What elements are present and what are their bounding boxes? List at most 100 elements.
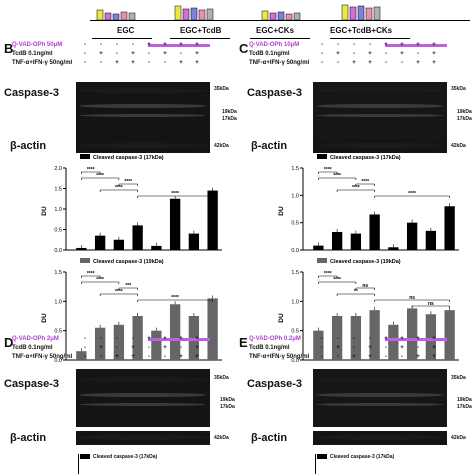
y-tick-label: 0.0 xyxy=(291,358,299,364)
legend-label: Cleaved caspase-3 (19kDa) xyxy=(330,259,401,265)
pm-inhibitor-d-0: - xyxy=(84,336,86,342)
y-tick-label: 0.5 xyxy=(291,221,299,227)
pm-tcdb-e-7: + xyxy=(432,345,436,351)
bar xyxy=(350,233,362,250)
legend-label: Cleaved caspase-3 (17kDa) xyxy=(330,155,401,161)
pm-tcdb-d-1: + xyxy=(99,345,103,351)
pm-tcdb-d-5: + xyxy=(163,345,167,351)
chart-axis-stub-e xyxy=(315,454,316,474)
y-axis-label: DU xyxy=(278,313,285,323)
y-axis-label: DU xyxy=(41,313,48,323)
actin-blot-e xyxy=(313,431,447,445)
bar xyxy=(94,235,106,250)
sig-label: **** xyxy=(115,185,123,191)
group-label-egc-tcdb-cks: EGC+TcdB+CKs xyxy=(330,26,393,35)
sig-label: **** xyxy=(171,295,179,301)
pm-inhibitor-b-0: - xyxy=(84,42,86,48)
pm-cks-e-0: - xyxy=(321,354,323,360)
group-divider-4 xyxy=(330,38,410,39)
pm-tcdb-b-1: + xyxy=(99,51,103,57)
tcdb-label-d: TcdB 0.1ng/ml xyxy=(12,345,53,351)
pm-rows-e: - - - - + + + + - + - + - + - + - - + + - - + + xyxy=(317,336,457,365)
pm-cks-b-2: + xyxy=(115,60,119,66)
pm-inhibitor-c-3: - xyxy=(369,42,371,48)
legend-swatch-d xyxy=(80,454,90,460)
bar xyxy=(207,190,218,250)
inhibitor-bar-c xyxy=(385,44,447,47)
sig-label: **** xyxy=(87,167,95,173)
sig-label: **** xyxy=(333,173,341,179)
bar xyxy=(425,230,437,250)
legend-swatch-e xyxy=(317,454,327,460)
group-divider-1 xyxy=(92,38,152,39)
pm-tcdb-b-2: - xyxy=(116,51,118,57)
pm-inhibitor-b-6: + xyxy=(179,42,183,48)
pm-cks-c-1: - xyxy=(337,60,339,66)
pm-tcdb-c-1: + xyxy=(336,51,340,57)
bar xyxy=(132,316,143,360)
panel-letter-b: B xyxy=(4,41,14,56)
pm-tcdb-d-6: - xyxy=(180,345,182,351)
bar xyxy=(331,231,343,250)
pm-inhibitor-c-1: - xyxy=(337,42,339,48)
pm-tcdb-e-3: + xyxy=(368,345,372,351)
bar xyxy=(388,247,399,250)
pm-cks-d-1: - xyxy=(100,354,102,360)
bar xyxy=(76,351,87,360)
pm-cks-b-0: - xyxy=(84,60,86,66)
top-strip: EGC EGC+TcdB EGC+CKs EGC+TcdB+CKs xyxy=(0,0,474,48)
y-tick-label: 1.5 xyxy=(54,187,62,193)
marker-42-b: 42kDa xyxy=(214,143,229,149)
panel-letter-e: E xyxy=(239,335,248,350)
pm-cks-c-0: - xyxy=(321,60,323,66)
inhibitor-label-e: Q-VAD-OPh 0.2μM xyxy=(249,336,301,342)
pm-inhibitor-b-7: + xyxy=(195,42,199,48)
pm-inhibitor-b-1: - xyxy=(100,42,102,48)
pm-cks-d-2: + xyxy=(115,354,119,360)
pm-tcdb-b-3: + xyxy=(131,51,135,57)
pm-tcdb-c-7: + xyxy=(432,51,436,57)
pm-cks-b-4: - xyxy=(148,60,150,66)
marker-35-b: 35kDa xyxy=(214,86,229,92)
blot1-label-b: Caspase-3 xyxy=(4,87,60,99)
pm-cks-d-0: - xyxy=(84,354,86,360)
pm-tcdb-b-5: + xyxy=(163,51,167,57)
top-strip-bars xyxy=(92,4,470,21)
pm-tcdb-c-3: + xyxy=(368,51,372,57)
bar xyxy=(369,214,380,250)
pm-inhibitor-c-5: + xyxy=(400,42,404,48)
sig-label: *** xyxy=(125,283,131,289)
pm-cks-e-5: - xyxy=(401,354,403,360)
bar xyxy=(169,198,181,250)
sig-label: **** xyxy=(96,277,104,283)
marker-42-d: 42kDa xyxy=(214,435,229,441)
pm-inhibitor-b-4: + xyxy=(147,42,151,48)
caspase3-blot-b xyxy=(76,82,210,140)
marker-19-c: 19kDa xyxy=(457,109,472,115)
blot2-label-c: β-actin xyxy=(251,140,288,152)
bar xyxy=(444,206,455,250)
sig-label: **** xyxy=(124,179,132,185)
panel-c: C Q-VAD-OPh 10μM TcdB 0.1ng/ml TNF-α+IFN… xyxy=(237,40,474,364)
pm-inhibitor-e-6: + xyxy=(416,336,420,342)
pm-rows-d: - - - - + + + + - + - + - + - + - - + + - - + + xyxy=(80,336,220,365)
bar xyxy=(151,245,162,250)
pm-inhibitor-c-6: + xyxy=(416,42,420,48)
bar xyxy=(406,222,418,250)
y-axis-label: DU xyxy=(41,206,48,216)
legend-swatch xyxy=(317,154,327,159)
y-tick-label: 1.5 xyxy=(291,166,299,172)
tcdb-label-e: TcdB 0.1ng/ml xyxy=(249,345,290,351)
cks-label-b: TNF-α+IFN-γ 50ng/ml xyxy=(12,60,73,66)
pm-cks-d-3: + xyxy=(131,354,135,360)
pm-tcdb-c-5: + xyxy=(400,51,404,57)
pm-inhibitor-b-3: - xyxy=(132,42,134,48)
marker-35-c: 35kDa xyxy=(451,86,466,92)
panel-letter-d: D xyxy=(4,335,14,350)
pm-cks-c-7: + xyxy=(432,60,436,66)
legend-text-e: Cleaved caspase-3 (17kDa) xyxy=(330,454,395,460)
pm-tcdb-b-0: - xyxy=(84,51,86,57)
pm-cks-c-5: - xyxy=(401,60,403,66)
pm-tcdb-c-0: - xyxy=(321,51,323,57)
marker-35-e: 35kDa xyxy=(451,375,466,381)
